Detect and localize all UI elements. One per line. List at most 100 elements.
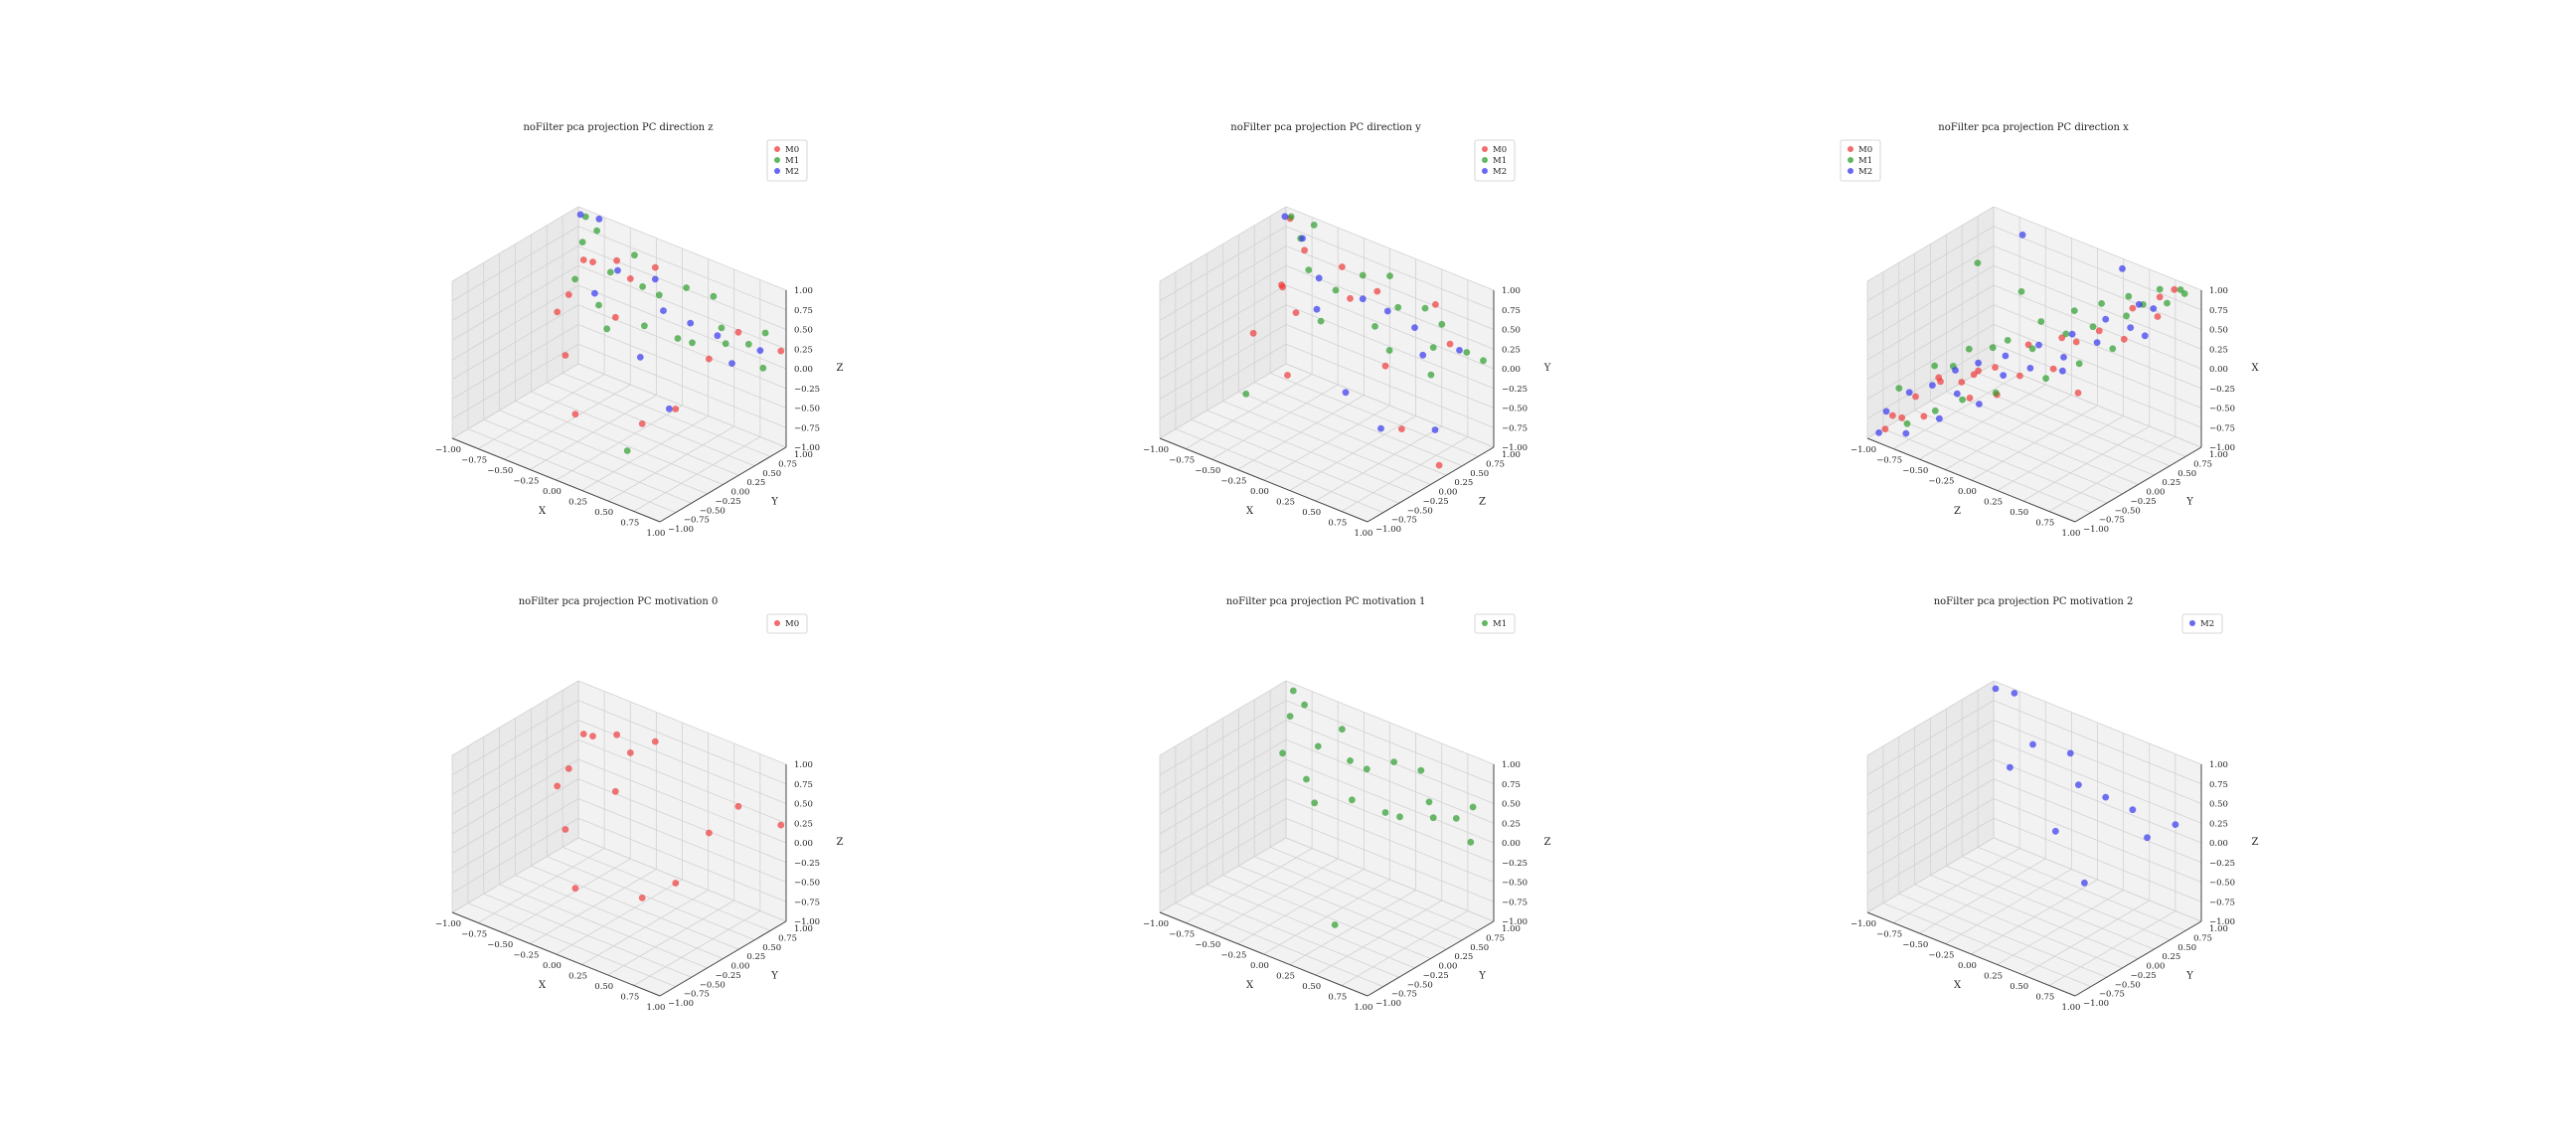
y-tick-label: −1.00 xyxy=(668,525,694,535)
data-point xyxy=(1936,414,1943,422)
series-M1 xyxy=(571,213,769,454)
x-tick-label: −0.50 xyxy=(1902,940,1928,950)
data-point xyxy=(1305,266,1313,273)
data-point xyxy=(1292,309,1300,316)
data-point xyxy=(2068,330,2076,338)
data-point xyxy=(1452,815,1460,822)
back-grid-line xyxy=(1285,720,1495,804)
x-tick-label: −0.75 xyxy=(1169,930,1195,940)
floor-grid-line xyxy=(1315,900,1442,976)
legend-label: M2 xyxy=(1858,167,1872,177)
legend-marker xyxy=(1482,146,1488,152)
legend-label: M0 xyxy=(1858,145,1872,155)
data-point xyxy=(2156,293,2164,301)
data-point xyxy=(564,765,572,772)
series-M0 xyxy=(554,256,785,427)
floor-grid-line xyxy=(1254,382,1463,467)
data-point xyxy=(2007,763,2013,771)
y-tick-label: −1.00 xyxy=(668,999,694,1009)
data-point xyxy=(1417,766,1425,774)
data-point xyxy=(651,263,659,271)
back-grid-line xyxy=(577,206,787,291)
data-point xyxy=(613,256,620,264)
series-M0 xyxy=(1881,285,2178,433)
x-tick-label: −1.00 xyxy=(1851,445,1876,455)
data-point xyxy=(2102,315,2110,323)
x-tick-label: −0.25 xyxy=(1928,951,1954,961)
floor-grid-line xyxy=(1997,890,2124,965)
x-axis-label: X xyxy=(539,506,547,517)
data-point xyxy=(722,340,729,348)
legend-label: M2 xyxy=(2200,619,2214,629)
z-axis-label: Y xyxy=(1543,363,1551,374)
side-grid-line xyxy=(451,700,579,776)
data-point xyxy=(1359,295,1367,303)
y-axis-label: Y xyxy=(2185,497,2193,508)
data-point xyxy=(2123,312,2131,320)
z-tick-label: 0.50 xyxy=(2209,800,2228,810)
x-tick-label: 1.00 xyxy=(647,529,666,539)
data-point xyxy=(1965,345,1973,353)
y-tick-label: 0.25 xyxy=(2162,478,2180,488)
data-point xyxy=(1363,765,1370,773)
z-tick-label: −0.50 xyxy=(2209,405,2235,414)
y-tick-label: −1.00 xyxy=(2083,525,2109,535)
data-point xyxy=(2129,806,2137,814)
back-grid-line xyxy=(1285,284,1495,370)
data-point xyxy=(1902,429,1910,437)
floor-grid-line xyxy=(1238,865,1447,950)
data-point xyxy=(2141,332,2149,340)
z-tick-label: −0.75 xyxy=(794,898,820,907)
legend-label: M1 xyxy=(1493,619,1507,629)
data-point xyxy=(1313,305,1321,313)
side-grid-line xyxy=(451,206,579,282)
chart-title: noFilter pca projection PC motivation 2 xyxy=(1934,596,2134,607)
z-tick-label: 0.75 xyxy=(2209,306,2228,316)
z-axis-label: Z xyxy=(1544,837,1551,848)
legend-marker xyxy=(774,157,780,163)
floor-grid-line xyxy=(515,401,724,485)
z-tick-label: −1.00 xyxy=(1502,917,1528,927)
floor-grid-line xyxy=(1238,391,1447,476)
back-grid-line xyxy=(1285,680,1495,765)
floor-grid-line xyxy=(633,436,761,512)
side-grid-line xyxy=(1159,758,1287,835)
data-point xyxy=(706,355,713,363)
data-point xyxy=(603,325,611,333)
data-point xyxy=(2074,389,2082,397)
z-axis-label: Z xyxy=(837,363,844,374)
chart-title: noFilter pca projection PC direction x xyxy=(1938,122,2129,133)
back-grid-line xyxy=(577,245,787,330)
data-point xyxy=(2075,360,2083,368)
z-tick-label: 0.25 xyxy=(1502,345,1521,355)
side-grid-line xyxy=(1159,245,1287,321)
data-point xyxy=(1299,235,1306,243)
y-axis-line xyxy=(2074,920,2202,997)
data-point xyxy=(1249,329,1257,337)
z-tick-label: −0.25 xyxy=(794,385,820,395)
y-tick-label: −0.50 xyxy=(700,980,725,990)
z-tick-label: −0.25 xyxy=(2209,385,2235,395)
floor-grid-line xyxy=(1269,847,1479,931)
legend-label: M0 xyxy=(785,145,799,155)
x-tick-label: 0.75 xyxy=(620,993,639,1003)
data-point xyxy=(614,266,621,274)
floor-grid-line xyxy=(562,847,771,931)
data-point xyxy=(734,802,742,810)
data-point xyxy=(761,329,769,337)
data-point xyxy=(2144,834,2151,842)
legend: M1 xyxy=(1474,613,1516,634)
z-tick-label: 0.25 xyxy=(1502,819,1521,829)
z-axis-label: X xyxy=(2251,363,2259,374)
data-point xyxy=(2172,821,2179,828)
floor-grid-line xyxy=(1977,847,2186,931)
data-point xyxy=(1383,307,1391,315)
z-tick-label: 0.25 xyxy=(794,345,813,355)
x-tick-label: −1.00 xyxy=(1851,919,1876,929)
data-point xyxy=(2156,285,2164,293)
z-tick-label: 0.75 xyxy=(1502,780,1521,790)
y-tick-label: 0.25 xyxy=(2162,952,2180,962)
